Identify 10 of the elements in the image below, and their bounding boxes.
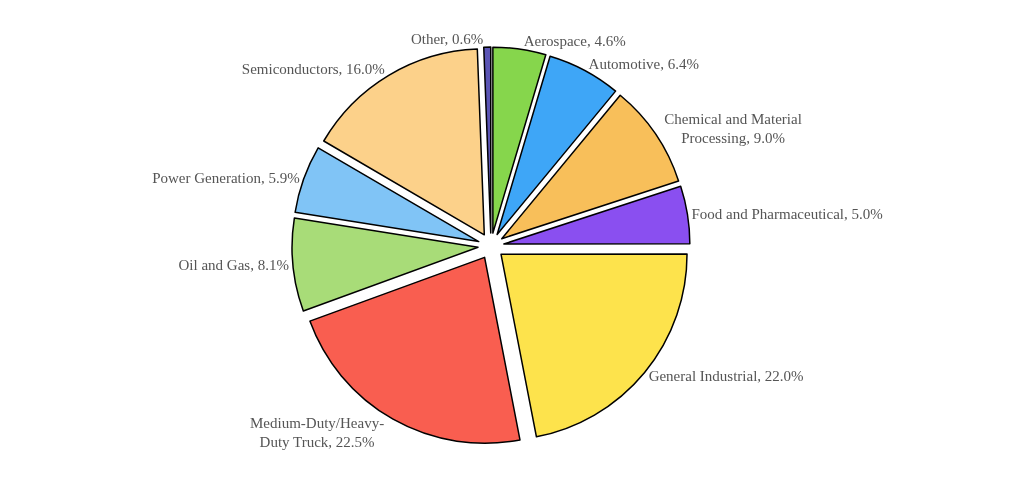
slice-label: Aerospace, 4.6%: [523, 33, 626, 50]
slice-label: Chemical and Material Processing, 9.0%: [664, 110, 802, 147]
slice-label: Food and Pharmaceutical, 5.0%: [691, 206, 883, 223]
slice-label: Other, 0.6%: [410, 31, 484, 48]
slice-label: Medium-Duty/Heavy-Duty Truck, 22.5%: [250, 414, 385, 451]
slice-label: Automotive, 6.4%: [588, 56, 699, 73]
slice-label: Semiconductors, 16.0%: [241, 61, 385, 78]
slice-label: Oil and Gas, 8.1%: [178, 257, 289, 274]
slice-label: Power Generation, 5.9%: [152, 170, 300, 187]
slice-label: General Industrial, 22.0%: [648, 367, 804, 384]
